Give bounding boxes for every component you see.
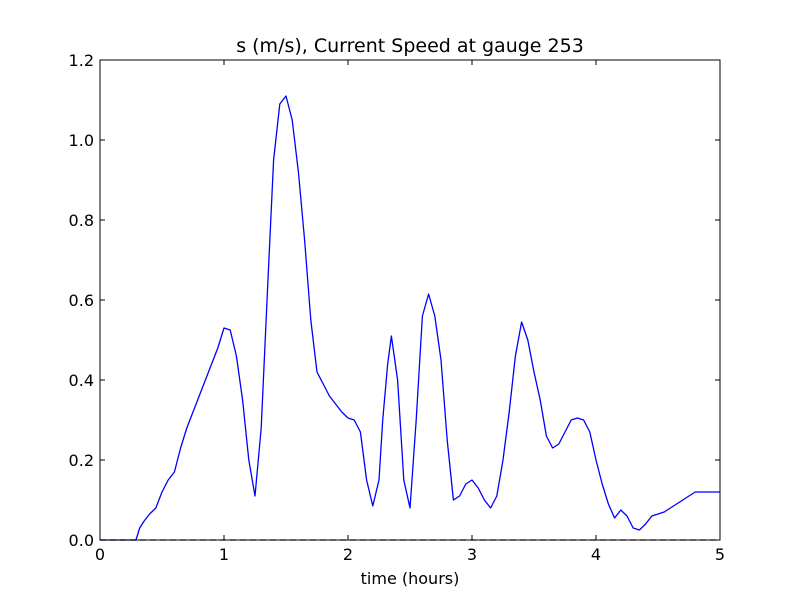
y-tick-label: 0.2	[69, 451, 94, 470]
x-axis-label: time (hours)	[361, 569, 460, 588]
chart-title: s (m/s), Current Speed at gauge 253	[236, 35, 584, 57]
y-tick-label: 0.6	[69, 291, 94, 310]
x-axis: 0 1 2 3 4 5	[95, 60, 725, 564]
x-tick-label: 0	[95, 545, 105, 564]
x-tick-label: 1	[219, 545, 229, 564]
plot-area	[100, 95, 720, 541]
x-tick-label: 2	[343, 545, 353, 564]
y-tick-label: 0.0	[69, 531, 94, 550]
series-line-0	[100, 95, 720, 541]
plot-frame	[99, 59, 721, 541]
x-tick-label: 5	[715, 545, 725, 564]
y-tick-label: 1.2	[69, 51, 94, 70]
x-tick-label: 3	[467, 545, 477, 564]
x-tick-label: 4	[591, 545, 601, 564]
y-axis: 0.0 0.2 0.4 0.6 0.8 1.0 1.2	[69, 51, 720, 550]
y-tick-label: 1.0	[69, 131, 94, 150]
y-tick-label: 0.8	[69, 211, 94, 230]
y-tick-label: 0.4	[69, 371, 94, 390]
